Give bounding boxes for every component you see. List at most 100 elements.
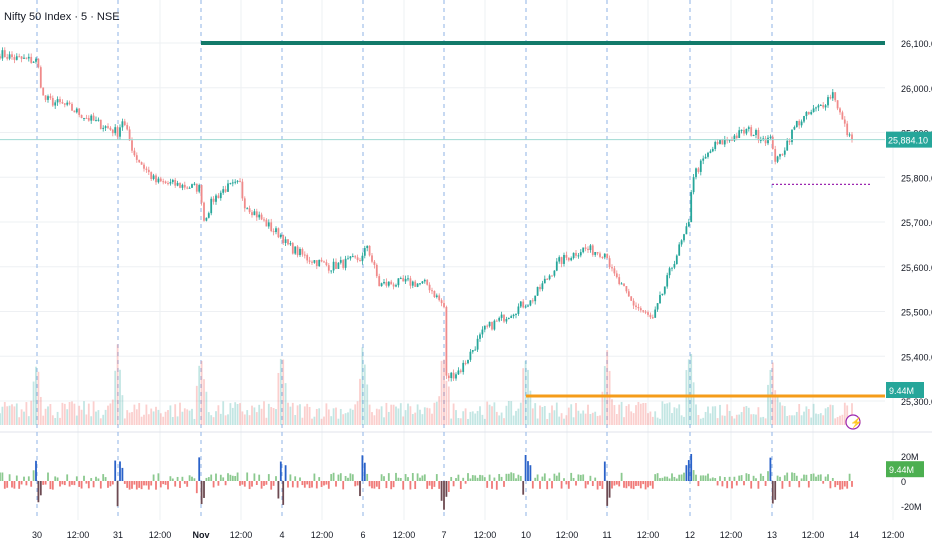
- volume-bar: [625, 405, 628, 425]
- candle-body: [560, 257, 563, 264]
- candle-body: [795, 120, 798, 127]
- candle-body: [296, 246, 299, 256]
- volume-bar: [479, 406, 481, 425]
- osc-bar: [519, 475, 522, 481]
- osc-bar: [723, 476, 726, 481]
- osc-bar: [534, 477, 537, 481]
- osc-bar: [630, 481, 633, 489]
- candle-body: [615, 273, 618, 278]
- oscillator-histogram: [0, 453, 853, 510]
- candle-body: [630, 296, 633, 301]
- candle-body: [359, 260, 361, 262]
- candle-body: [553, 270, 556, 276]
- candle-body: [248, 208, 251, 213]
- osc-bar: [788, 481, 791, 487]
- osc-bar: [704, 475, 707, 481]
- osc-bar: [212, 481, 215, 488]
- candle-body: [75, 108, 78, 113]
- volume-last-label: 9.44M: [889, 386, 914, 396]
- osc-bar: [287, 481, 289, 488]
- candle-body: [803, 116, 805, 122]
- candle-body: [11, 54, 13, 58]
- candle-body: [32, 61, 35, 63]
- osc-bar: [147, 481, 150, 490]
- osc-bar: [275, 476, 277, 481]
- osc-bar: [642, 481, 645, 485]
- candle-body: [95, 120, 97, 122]
- candle-body: [234, 181, 237, 183]
- horizontal-levels[interactable]: [0, 41, 885, 398]
- candle-body: [193, 183, 196, 185]
- volume-bar: [541, 407, 544, 425]
- candle-body: [848, 134, 851, 136]
- osc-bar: [824, 476, 827, 481]
- volume-bar: [234, 402, 237, 425]
- volume-bar: [488, 404, 491, 425]
- volume-bar: [11, 404, 13, 425]
- volume-bar: [786, 415, 789, 425]
- volume-bar: [440, 360, 443, 425]
- osc-bar: [735, 481, 738, 486]
- osc-bar: [608, 481, 611, 498]
- candle-body: [623, 283, 625, 287]
- osc-bar: [265, 481, 268, 485]
- candle-body: [531, 300, 534, 302]
- osc-bar: [277, 481, 280, 499]
- candle-body: [527, 305, 529, 307]
- volume-bar: [414, 412, 417, 425]
- osc-bar: [363, 462, 366, 481]
- volume-bar: [219, 413, 222, 425]
- osc-bar: [114, 460, 117, 481]
- candle-body: [815, 107, 817, 109]
- candle-body: [462, 362, 465, 372]
- volume-bar: [841, 414, 844, 425]
- candle-body: [723, 139, 726, 145]
- osc-bar: [464, 481, 467, 484]
- osc-bar: [687, 460, 690, 481]
- volume-bar: [683, 416, 685, 425]
- volume-bar: [829, 404, 832, 425]
- candle-body: [30, 56, 33, 63]
- event-circle[interactable]: [845, 414, 861, 430]
- osc-bar: [272, 481, 275, 486]
- volume-bar: [846, 405, 849, 425]
- candle-body: [831, 92, 834, 99]
- volume-bar: [85, 414, 88, 425]
- osc-bar: [447, 481, 450, 492]
- candle-body: [171, 179, 174, 183]
- volume-bar: [114, 370, 117, 425]
- osc-bar: [203, 481, 205, 498]
- dividend-event-icon[interactable]: ⚡: [845, 414, 862, 430]
- osc-bar: [90, 478, 93, 481]
- osc-bar: [253, 473, 256, 481]
- time-axis-label: 12:00: [637, 530, 660, 540]
- osc-bar: [747, 474, 750, 481]
- osc-bar: [625, 481, 628, 489]
- volume-bar: [311, 418, 313, 425]
- osc-bar: [47, 472, 49, 481]
- candle-body: [728, 139, 731, 141]
- osc-bar: [111, 481, 114, 485]
- osc-bar: [179, 481, 181, 488]
- volume-bar: [270, 407, 273, 425]
- candle-body: [572, 252, 575, 259]
- candle-body: [80, 114, 83, 119]
- candle-body: [342, 260, 345, 268]
- osc-bar: [589, 475, 592, 481]
- osc-bar: [846, 481, 849, 489]
- osc-bar: [731, 481, 733, 489]
- osc-bar: [145, 481, 148, 486]
- volume-bar: [510, 401, 513, 425]
- volume-bar: [342, 414, 345, 425]
- osc-bar: [618, 481, 621, 487]
- volume-bar: [191, 408, 193, 425]
- volume-bar: [507, 401, 510, 425]
- candle-body: [666, 275, 669, 287]
- osc-bar: [102, 474, 105, 481]
- osc-bar: [351, 474, 354, 481]
- volume-bar: [500, 412, 503, 425]
- candle-body: [301, 249, 304, 255]
- osc-tick-label: -20M: [901, 502, 922, 512]
- price-tick-label: 25,500.00: [901, 308, 932, 318]
